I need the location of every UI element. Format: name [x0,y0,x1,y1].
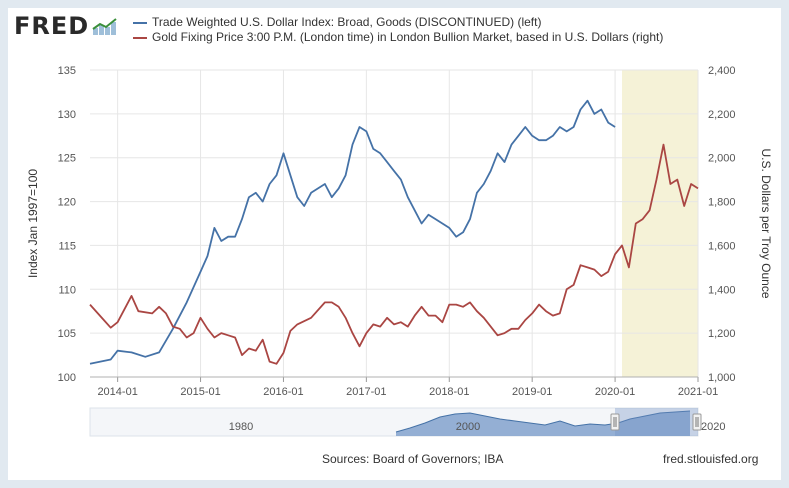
shaded-period [622,70,698,377]
y-left-axis-title: Index Jan 1997=100 [26,169,40,278]
y-right-tick-label: 1,200 [708,328,736,340]
navigator-handle-right[interactable] [692,413,702,431]
x-tick-label: 2020-01 [595,386,635,398]
y-right-tick-label: 1,800 [708,197,736,209]
legend-swatch-gold [133,37,147,39]
x-tick-label: 2017-01 [346,386,386,398]
y-right-tick-label: 1,000 [708,372,736,384]
y-right-tick-label: 2,400 [708,65,736,77]
y-right-axis-title: U.S. Dollars per Troy Ounce [759,148,773,298]
x-tick-label: 2014-01 [97,386,137,398]
legend-label-dollar-index: Trade Weighted U.S. Dollar Index: Broad,… [152,15,542,29]
legend-item-gold[interactable]: Gold Fixing Price 3:00 P.M. (London time… [133,30,693,45]
series-line-gold [89,143,699,365]
y-left-tick-label: 100 [58,372,76,384]
navigator-selection [615,408,698,436]
y-right-tick-label: 2,200 [708,109,736,121]
y-left-tick-label: 120 [58,197,76,209]
x-tick-label: 2015-01 [180,386,220,398]
series-line-dollar-index [89,99,616,365]
navigator-label-2000: 2000 [456,421,480,433]
fred-graph-icon [92,16,119,36]
x-tick-label: 2018-01 [429,386,469,398]
y-right-tick-label: 1,600 [708,240,736,252]
x-tick-label: 2021-01 [678,386,718,398]
navigator-label-2020: 2020 [701,421,725,433]
y-left-tick-label: 110 [58,284,76,296]
navigator-handle-right-grip [692,413,702,431]
navigator-handle-left[interactable] [610,413,620,431]
legend-item-dollar-index[interactable]: Trade Weighted U.S. Dollar Index: Broad,… [133,15,693,30]
y-left-tick-label: 135 [58,65,76,77]
x-tick-label: 2016-01 [263,386,303,398]
navigator-handle-left-grip [610,413,620,431]
y-right-tick-label: 1,400 [708,284,736,296]
legend-label-gold: Gold Fixing Price 3:00 P.M. (London time… [152,30,664,44]
y-left-tick-label: 130 [58,109,76,121]
y-left-tick-label: 105 [58,328,76,340]
legend-swatch-dollar-index [133,22,147,24]
fred-logo[interactable]: FRED [14,12,119,40]
chart-legend: Trade Weighted U.S. Dollar Index: Broad,… [133,15,693,45]
navigator-label-1980: 1980 [229,421,253,433]
y-left-tick-label: 115 [58,240,76,252]
site-link[interactable]: fred.stlouisfed.org [663,452,759,466]
source-note: Sources: Board of Governors; IBA [322,452,504,466]
y-right-tick-label: 2,000 [708,153,736,165]
fred-logo-text: FRED [14,12,90,40]
y-left-tick-label: 125 [58,153,76,165]
navigator-line [395,410,691,433]
x-tick-label: 2019-01 [512,386,552,398]
